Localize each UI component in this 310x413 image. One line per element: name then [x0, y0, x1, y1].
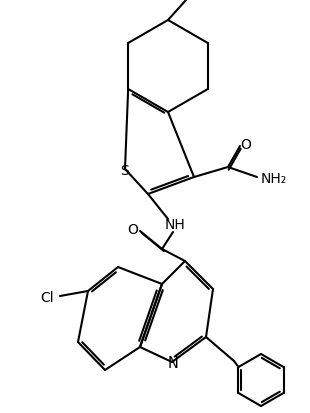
Text: N: N — [168, 356, 179, 370]
Text: NH: NH — [165, 218, 185, 231]
Text: O: O — [241, 138, 251, 152]
Text: NH₂: NH₂ — [261, 171, 287, 185]
Text: Cl: Cl — [40, 290, 54, 304]
Text: O: O — [127, 223, 139, 236]
Text: S: S — [120, 164, 128, 178]
